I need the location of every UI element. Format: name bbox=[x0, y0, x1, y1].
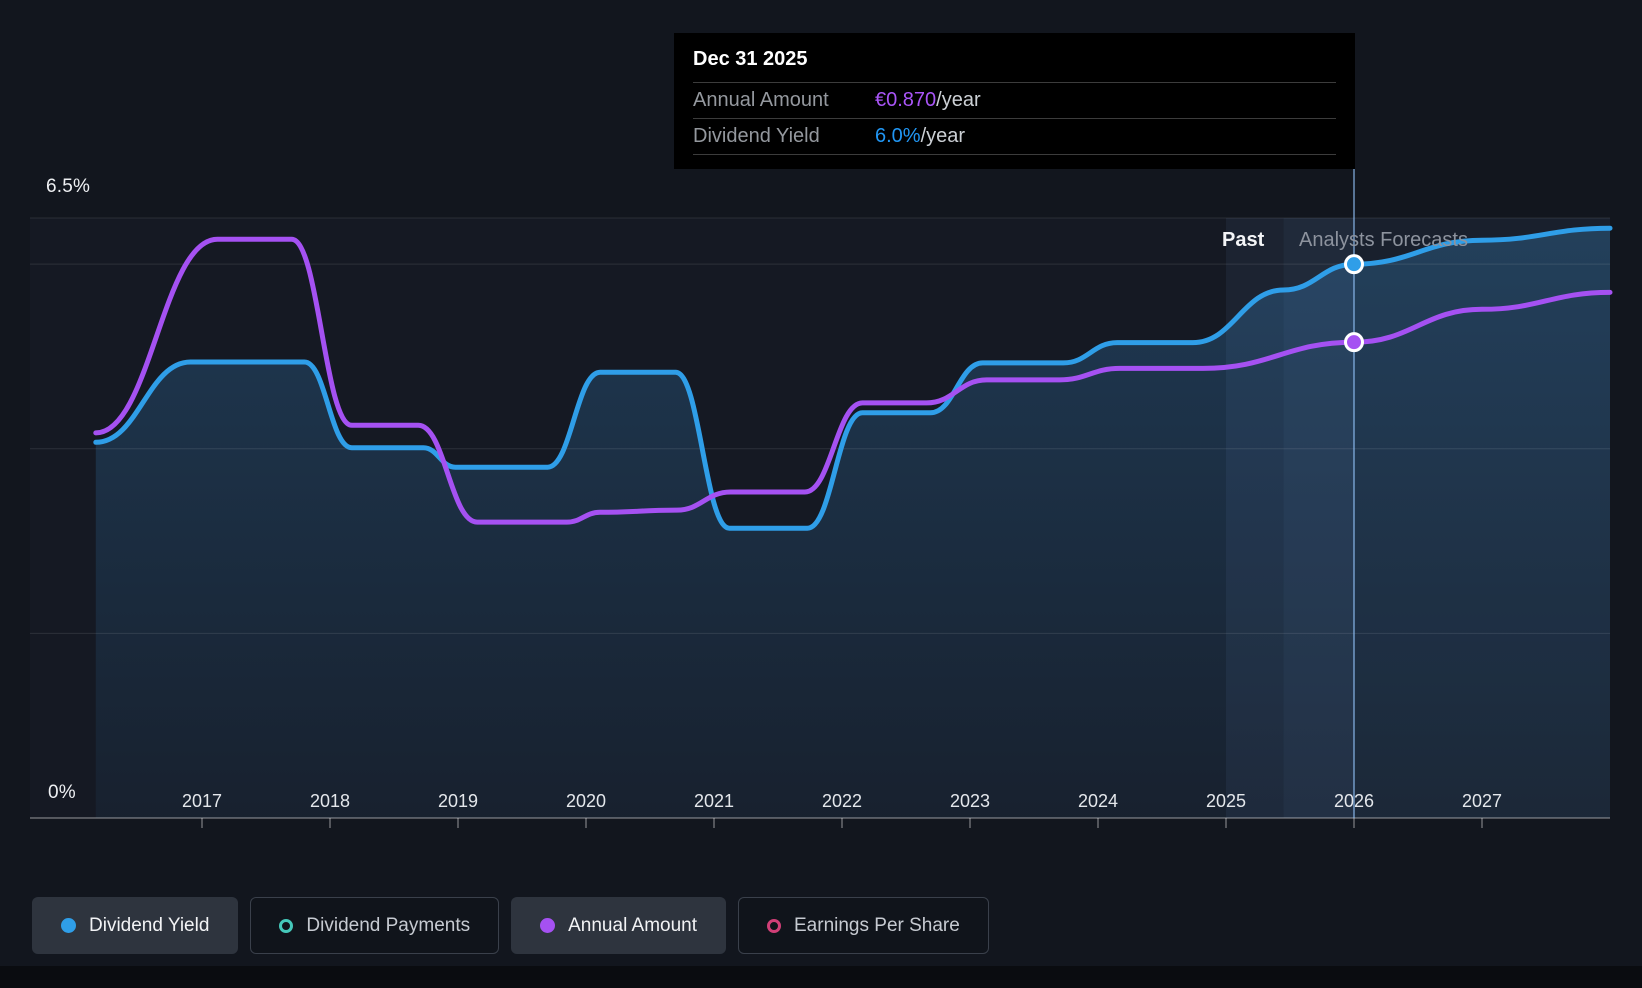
legend-button-earnings-per-share[interactable]: Earnings Per Share bbox=[738, 897, 989, 954]
yield-hover-marker bbox=[1344, 254, 1364, 275]
x-axis-label: 2025 bbox=[1205, 791, 1247, 811]
forecast-region-label: Analysts Forecasts bbox=[1299, 229, 1468, 251]
annual-amount-line bbox=[93, 236, 1613, 525]
y-axis-min-label: 0% bbox=[48, 782, 76, 803]
tooltip-value-suffix: /year bbox=[936, 89, 981, 111]
x-axis-label: 2021 bbox=[693, 791, 735, 811]
x-axis-label: 2024 bbox=[1077, 791, 1119, 811]
past-region-label: Past bbox=[1222, 229, 1265, 251]
earnings-per-share-ring-icon bbox=[767, 918, 781, 933]
legend-label: Annual Amount bbox=[568, 914, 697, 936]
dividend-yield-line bbox=[93, 225, 1613, 531]
bottom-bar bbox=[0, 966, 1642, 988]
legend-label: Earnings Per Share bbox=[794, 914, 960, 936]
tooltip-label: Annual Amount bbox=[693, 89, 829, 111]
legend-button-dividend-payments[interactable]: Dividend Payments bbox=[250, 897, 500, 954]
y-axis-max-label: 6.5% bbox=[46, 176, 91, 197]
tooltip-label: Dividend Yield bbox=[693, 125, 820, 147]
x-axis-label: 2022 bbox=[821, 791, 863, 811]
x-axis-label: 2020 bbox=[565, 791, 607, 811]
x-axis-label: 2026 bbox=[1333, 791, 1375, 811]
yield-area-fill bbox=[95, 228, 1610, 818]
dividend-yield-dot-icon bbox=[61, 918, 76, 933]
amount-hover-marker bbox=[1344, 332, 1364, 353]
legend-label: Dividend Payments bbox=[306, 914, 471, 936]
x-axis-label: 2023 bbox=[949, 791, 991, 811]
tooltip-value-suffix: /year bbox=[920, 125, 966, 147]
x-axis-label: 2018 bbox=[309, 791, 351, 811]
tooltip-row-dividend-yield: Dividend Yield 6.0%/year bbox=[693, 118, 1336, 154]
x-axis-label: 2027 bbox=[1461, 791, 1503, 811]
x-axis-label: 2019 bbox=[437, 791, 479, 811]
tooltip-value: 6.0% bbox=[875, 125, 921, 147]
forecast-region bbox=[1283, 218, 1610, 818]
hover-band bbox=[1226, 218, 1354, 818]
tooltip-row-annual-amount: Annual Amount €0.870/year bbox=[693, 82, 1336, 118]
dividend-payments-ring-icon bbox=[279, 918, 294, 933]
legend: Dividend Yield Dividend Payments Annual … bbox=[32, 897, 989, 954]
annual-amount-dot-icon bbox=[540, 918, 556, 933]
legend-label: Dividend Yield bbox=[89, 914, 210, 936]
tooltip-divider bbox=[693, 154, 1336, 155]
legend-button-annual-amount[interactable]: Annual Amount bbox=[511, 897, 726, 954]
x-axis-label: 2017 bbox=[181, 791, 223, 811]
tooltip-value: €0.870 bbox=[875, 89, 937, 111]
legend-button-dividend-yield[interactable]: Dividend Yield bbox=[32, 897, 239, 954]
hover-tooltip: Dec 31 2025 Annual Amount €0.870/year Di… bbox=[674, 33, 1355, 169]
tooltip-date: Dec 31 2025 bbox=[693, 48, 808, 70]
